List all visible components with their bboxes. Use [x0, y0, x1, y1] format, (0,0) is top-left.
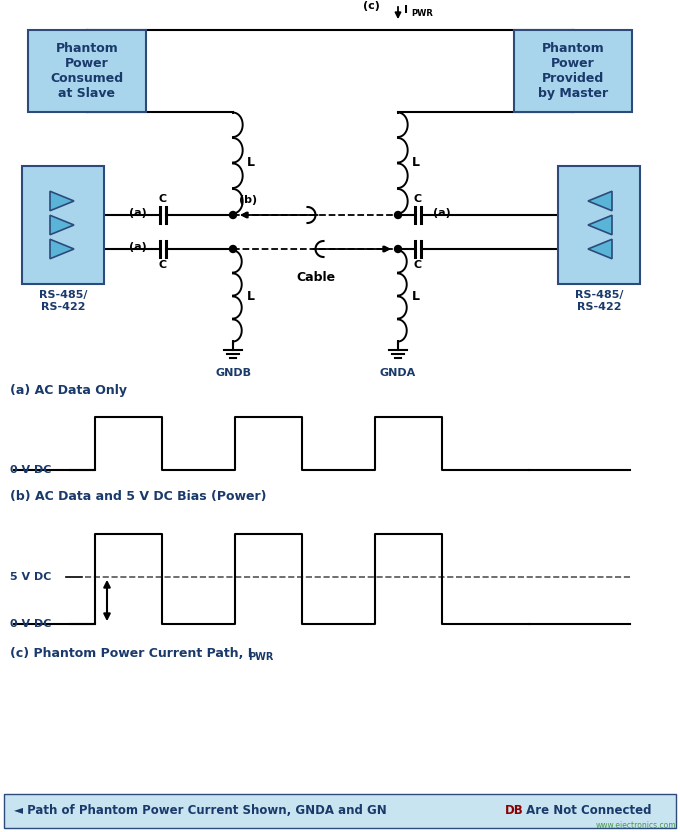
FancyBboxPatch shape: [514, 30, 632, 112]
Text: (a): (a): [129, 208, 147, 218]
Text: www.eiectronics.com: www.eiectronics.com: [596, 821, 676, 830]
Polygon shape: [50, 240, 74, 259]
Text: Are Not Connected: Are Not Connected: [522, 805, 651, 818]
Text: (a) AC Data Only: (a) AC Data Only: [10, 384, 127, 397]
Text: DB: DB: [505, 805, 524, 818]
Circle shape: [394, 245, 401, 252]
Polygon shape: [50, 191, 74, 210]
FancyBboxPatch shape: [28, 30, 146, 112]
Text: ◄ Path of Phantom Power Current Shown, GNDA and GN: ◄ Path of Phantom Power Current Shown, G…: [14, 805, 387, 818]
Polygon shape: [588, 191, 612, 210]
FancyBboxPatch shape: [22, 166, 104, 284]
Text: 5 V DC: 5 V DC: [10, 572, 52, 582]
Text: Phantom
Power
Consumed
at Slave: Phantom Power Consumed at Slave: [50, 42, 124, 100]
Text: L: L: [247, 156, 255, 170]
Text: (c): (c): [363, 1, 380, 11]
Text: 0 V DC: 0 V DC: [10, 465, 52, 475]
Circle shape: [230, 211, 237, 219]
Text: Phantom
Power
Provided
by Master: Phantom Power Provided by Master: [538, 42, 608, 100]
Text: C: C: [159, 194, 167, 204]
Text: Cable: Cable: [296, 271, 335, 284]
Circle shape: [394, 211, 401, 219]
FancyBboxPatch shape: [558, 166, 640, 284]
Text: (a): (a): [433, 208, 451, 218]
Text: L: L: [247, 290, 255, 303]
Text: (b) AC Data and 5 V DC Bias (Power): (b) AC Data and 5 V DC Bias (Power): [10, 490, 267, 503]
Text: RS-485/
RS-422: RS-485/ RS-422: [575, 290, 624, 312]
Polygon shape: [50, 215, 74, 235]
FancyBboxPatch shape: [4, 794, 676, 828]
Text: (a): (a): [129, 242, 147, 252]
Text: PWR: PWR: [411, 8, 433, 17]
Circle shape: [230, 245, 237, 252]
Text: PWR: PWR: [248, 652, 273, 662]
Text: C: C: [414, 260, 422, 270]
Text: I: I: [404, 5, 408, 15]
Text: C: C: [159, 260, 167, 270]
Text: C: C: [414, 194, 422, 204]
Polygon shape: [588, 215, 612, 235]
Text: 0 V DC: 0 V DC: [10, 619, 52, 629]
Text: RS-485/
RS-422: RS-485/ RS-422: [39, 290, 87, 312]
Text: (b): (b): [239, 195, 257, 205]
Text: (c) Phantom Power Current Path, I: (c) Phantom Power Current Path, I: [10, 647, 252, 660]
Text: GNDA: GNDA: [380, 368, 416, 378]
Text: L: L: [412, 156, 420, 170]
Polygon shape: [588, 240, 612, 259]
Text: GNDB: GNDB: [215, 368, 251, 378]
Text: L: L: [412, 290, 420, 303]
